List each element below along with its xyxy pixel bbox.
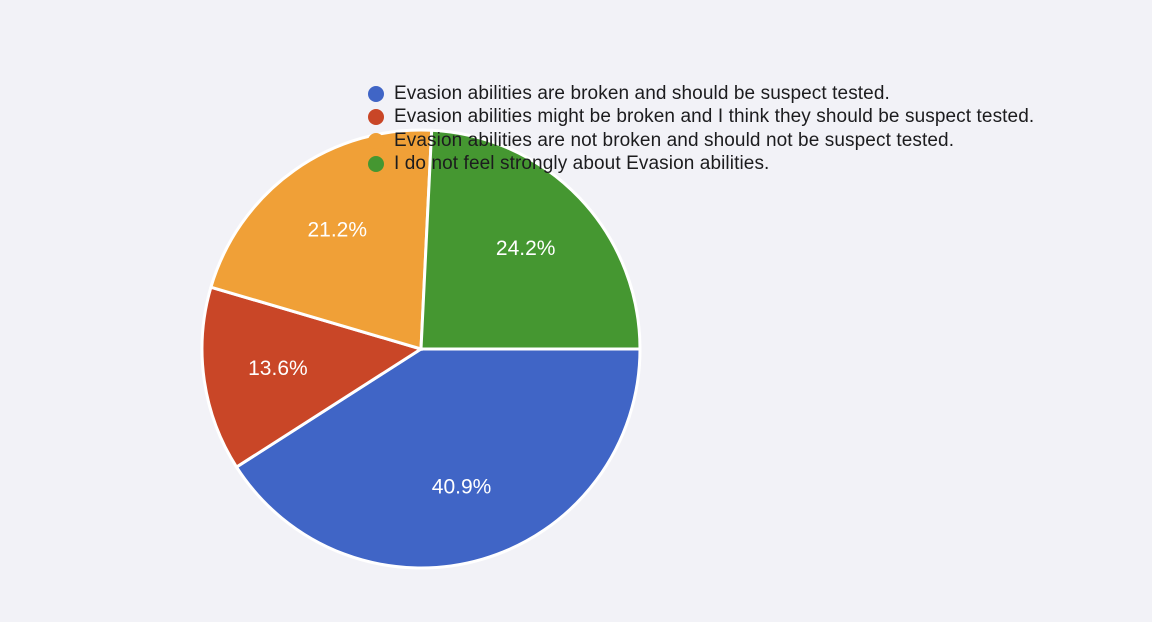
- legend-swatch: [368, 85, 384, 102]
- legend-swatch: [368, 109, 384, 126]
- legend-label: Evasion abilities might be broken and I …: [394, 106, 1035, 128]
- legend-item[interactable]: Evasion abilities are not broken and sho…: [368, 129, 1034, 153]
- legend-label: Evasion abilities are broken and should …: [394, 82, 890, 104]
- legend-item[interactable]: Evasion abilities might be broken and I …: [368, 106, 1034, 130]
- pie-slice[interactable]: [209, 128, 434, 351]
- slice-value-label: 13.6%: [248, 357, 308, 380]
- pie-slice[interactable]: [200, 285, 425, 470]
- legend-swatch: [368, 132, 384, 149]
- slice-value-label: 40.9%: [432, 475, 492, 498]
- legend-label: I do not feel strongly about Evasion abi…: [394, 153, 770, 175]
- slice-value-label: 24.2%: [496, 237, 556, 260]
- pie-slice[interactable]: [419, 128, 642, 351]
- chart-legend: Evasion abilities are broken and should …: [368, 82, 1034, 176]
- legend-swatch: [368, 156, 384, 173]
- legend-item[interactable]: Evasion abilities are broken and should …: [368, 82, 1034, 106]
- legend-item[interactable]: I do not feel strongly about Evasion abi…: [368, 153, 1034, 177]
- slice-value-label: 21.2%: [307, 219, 367, 242]
- legend-label: Evasion abilities are not broken and sho…: [394, 129, 955, 151]
